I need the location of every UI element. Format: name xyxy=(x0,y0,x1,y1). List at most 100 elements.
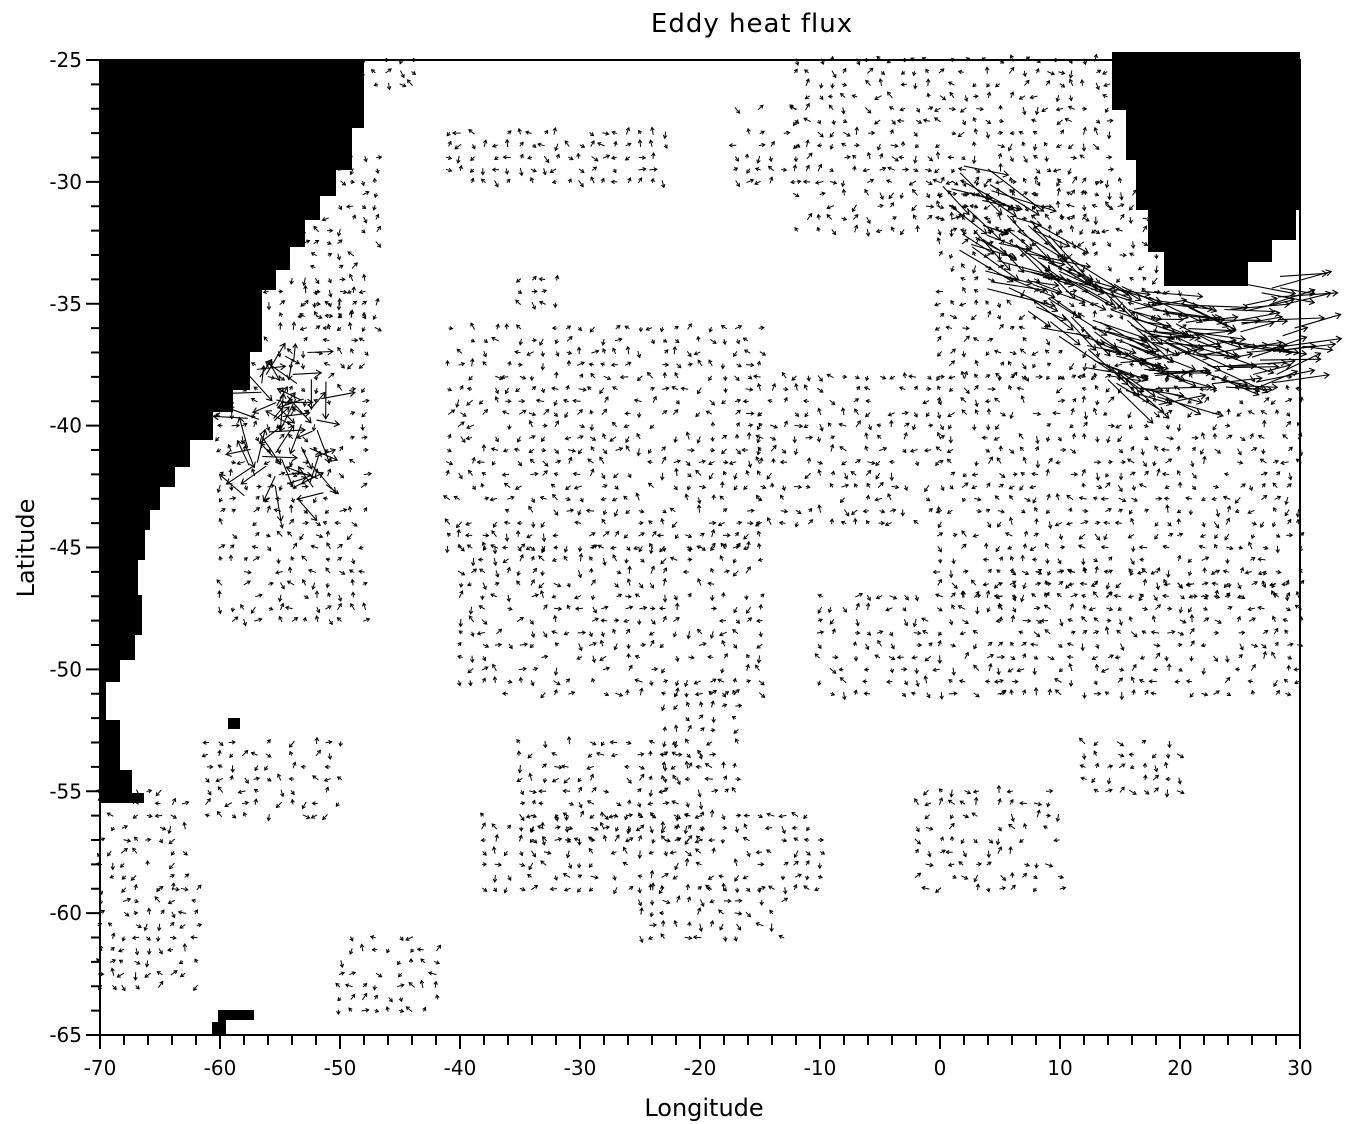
heat-flux-vector xyxy=(216,579,223,586)
heat-flux-vector xyxy=(1271,590,1276,599)
heat-flux-vector xyxy=(551,386,559,391)
heat-flux-vector xyxy=(1225,517,1231,525)
heat-flux-vector xyxy=(445,545,450,554)
heat-flux-vector xyxy=(1008,485,1015,490)
agulhas-vector xyxy=(987,288,1056,309)
heat-flux-vector xyxy=(613,643,618,651)
heat-flux-vector xyxy=(119,863,125,868)
heat-flux-vector xyxy=(647,482,655,488)
heat-flux-vector xyxy=(745,362,755,368)
heat-flux-vector xyxy=(781,825,786,835)
heat-flux-vector xyxy=(1104,201,1112,208)
heat-flux-vector xyxy=(464,533,473,538)
heat-flux-vector xyxy=(948,360,956,367)
heat-flux-vector xyxy=(480,812,485,817)
heat-flux-vector xyxy=(708,326,713,333)
heat-flux-vector xyxy=(746,887,751,892)
heat-flux-vector xyxy=(1142,216,1152,222)
heat-flux-vector xyxy=(972,424,977,431)
heat-flux-vector xyxy=(998,445,1003,452)
heat-flux-vector xyxy=(1160,447,1170,452)
heat-flux-vector xyxy=(827,94,833,99)
heat-flux-vector xyxy=(939,836,944,842)
heat-flux-vector xyxy=(803,837,810,843)
heat-flux-vector xyxy=(794,484,803,490)
heat-flux-vector xyxy=(1201,692,1209,697)
heat-flux-vector xyxy=(372,177,378,183)
heat-flux-vector xyxy=(337,594,343,602)
heat-flux-vector xyxy=(755,618,763,624)
heat-flux-vector xyxy=(1129,789,1137,795)
heat-flux-vector xyxy=(396,983,405,988)
heat-flux-vector xyxy=(552,127,558,135)
heat-flux-vector xyxy=(996,521,1002,528)
heat-flux-vector xyxy=(1094,520,1101,526)
heat-flux-vector xyxy=(899,107,906,112)
heat-flux-vector xyxy=(912,214,917,220)
heat-flux-vector xyxy=(507,606,513,611)
heat-flux-vector xyxy=(446,132,451,137)
heat-flux-vector xyxy=(708,375,713,382)
heat-flux-vector xyxy=(1281,581,1289,587)
heat-flux-vector xyxy=(1092,496,1098,501)
heat-flux-vector xyxy=(240,604,245,610)
heat-flux-vector xyxy=(650,882,656,891)
heat-flux-vector xyxy=(686,896,692,903)
heat-flux-vector xyxy=(927,156,934,162)
heat-flux-vector xyxy=(1226,408,1231,415)
heat-flux-vector xyxy=(1127,458,1135,464)
agulhas-vector xyxy=(948,204,988,235)
heat-flux-vector xyxy=(278,485,283,492)
heat-flux-vector xyxy=(541,836,548,842)
heat-flux-vector xyxy=(602,348,607,354)
heat-flux-vector xyxy=(170,970,178,976)
heat-flux-vector xyxy=(253,776,261,781)
heat-flux-vector xyxy=(783,861,789,866)
heat-flux-vector xyxy=(649,167,658,172)
heat-flux-vector xyxy=(1095,179,1104,185)
heat-flux-vector xyxy=(890,643,895,650)
heat-flux-vector xyxy=(831,229,837,236)
heat-flux-vector xyxy=(134,948,140,956)
heat-flux-vector xyxy=(1286,532,1294,538)
heat-flux-vector xyxy=(624,411,631,416)
heat-flux-vector xyxy=(540,387,546,394)
heat-flux-vector xyxy=(659,752,667,757)
heat-flux-vector xyxy=(492,545,498,555)
heat-flux-vector xyxy=(229,774,234,781)
heat-flux-vector xyxy=(948,253,954,260)
heat-flux-vector xyxy=(674,467,679,477)
heat-flux-vector xyxy=(529,838,534,843)
heat-flux-vector xyxy=(328,289,333,298)
heat-flux-vector xyxy=(792,144,799,149)
heat-flux-vector xyxy=(1213,655,1219,662)
heat-flux-vector xyxy=(1167,521,1172,527)
heat-flux-vector xyxy=(339,570,346,575)
y-tick-label: -45 xyxy=(49,536,82,560)
heat-flux-vector xyxy=(470,177,475,184)
heat-flux-vector xyxy=(875,595,883,600)
heat-flux-vector xyxy=(351,558,356,565)
heat-flux-vector xyxy=(705,884,712,891)
heat-flux-vector xyxy=(1176,753,1185,759)
heat-flux-vector xyxy=(591,826,599,831)
heat-flux-vector xyxy=(794,521,799,528)
heat-flux-vector xyxy=(494,156,499,160)
heat-flux-vector xyxy=(987,521,992,529)
heat-flux-vector xyxy=(1138,483,1147,488)
heat-flux-vector xyxy=(1234,667,1240,672)
heat-flux-vector xyxy=(853,517,858,525)
heat-flux-vector xyxy=(518,398,526,404)
heat-flux-vector xyxy=(595,751,605,757)
heat-flux-vector xyxy=(1249,432,1254,440)
heat-flux-vector xyxy=(671,385,679,391)
heat-flux-vector xyxy=(734,898,743,904)
heat-flux-vector xyxy=(748,375,753,380)
heat-flux-vector xyxy=(651,530,657,537)
heat-flux-vector xyxy=(278,321,283,330)
heat-flux-vector xyxy=(1273,459,1280,464)
heat-flux-vector xyxy=(169,874,176,879)
heat-flux-vector xyxy=(591,349,600,354)
heat-flux-vector xyxy=(936,351,943,357)
heat-flux-vector xyxy=(502,558,510,564)
